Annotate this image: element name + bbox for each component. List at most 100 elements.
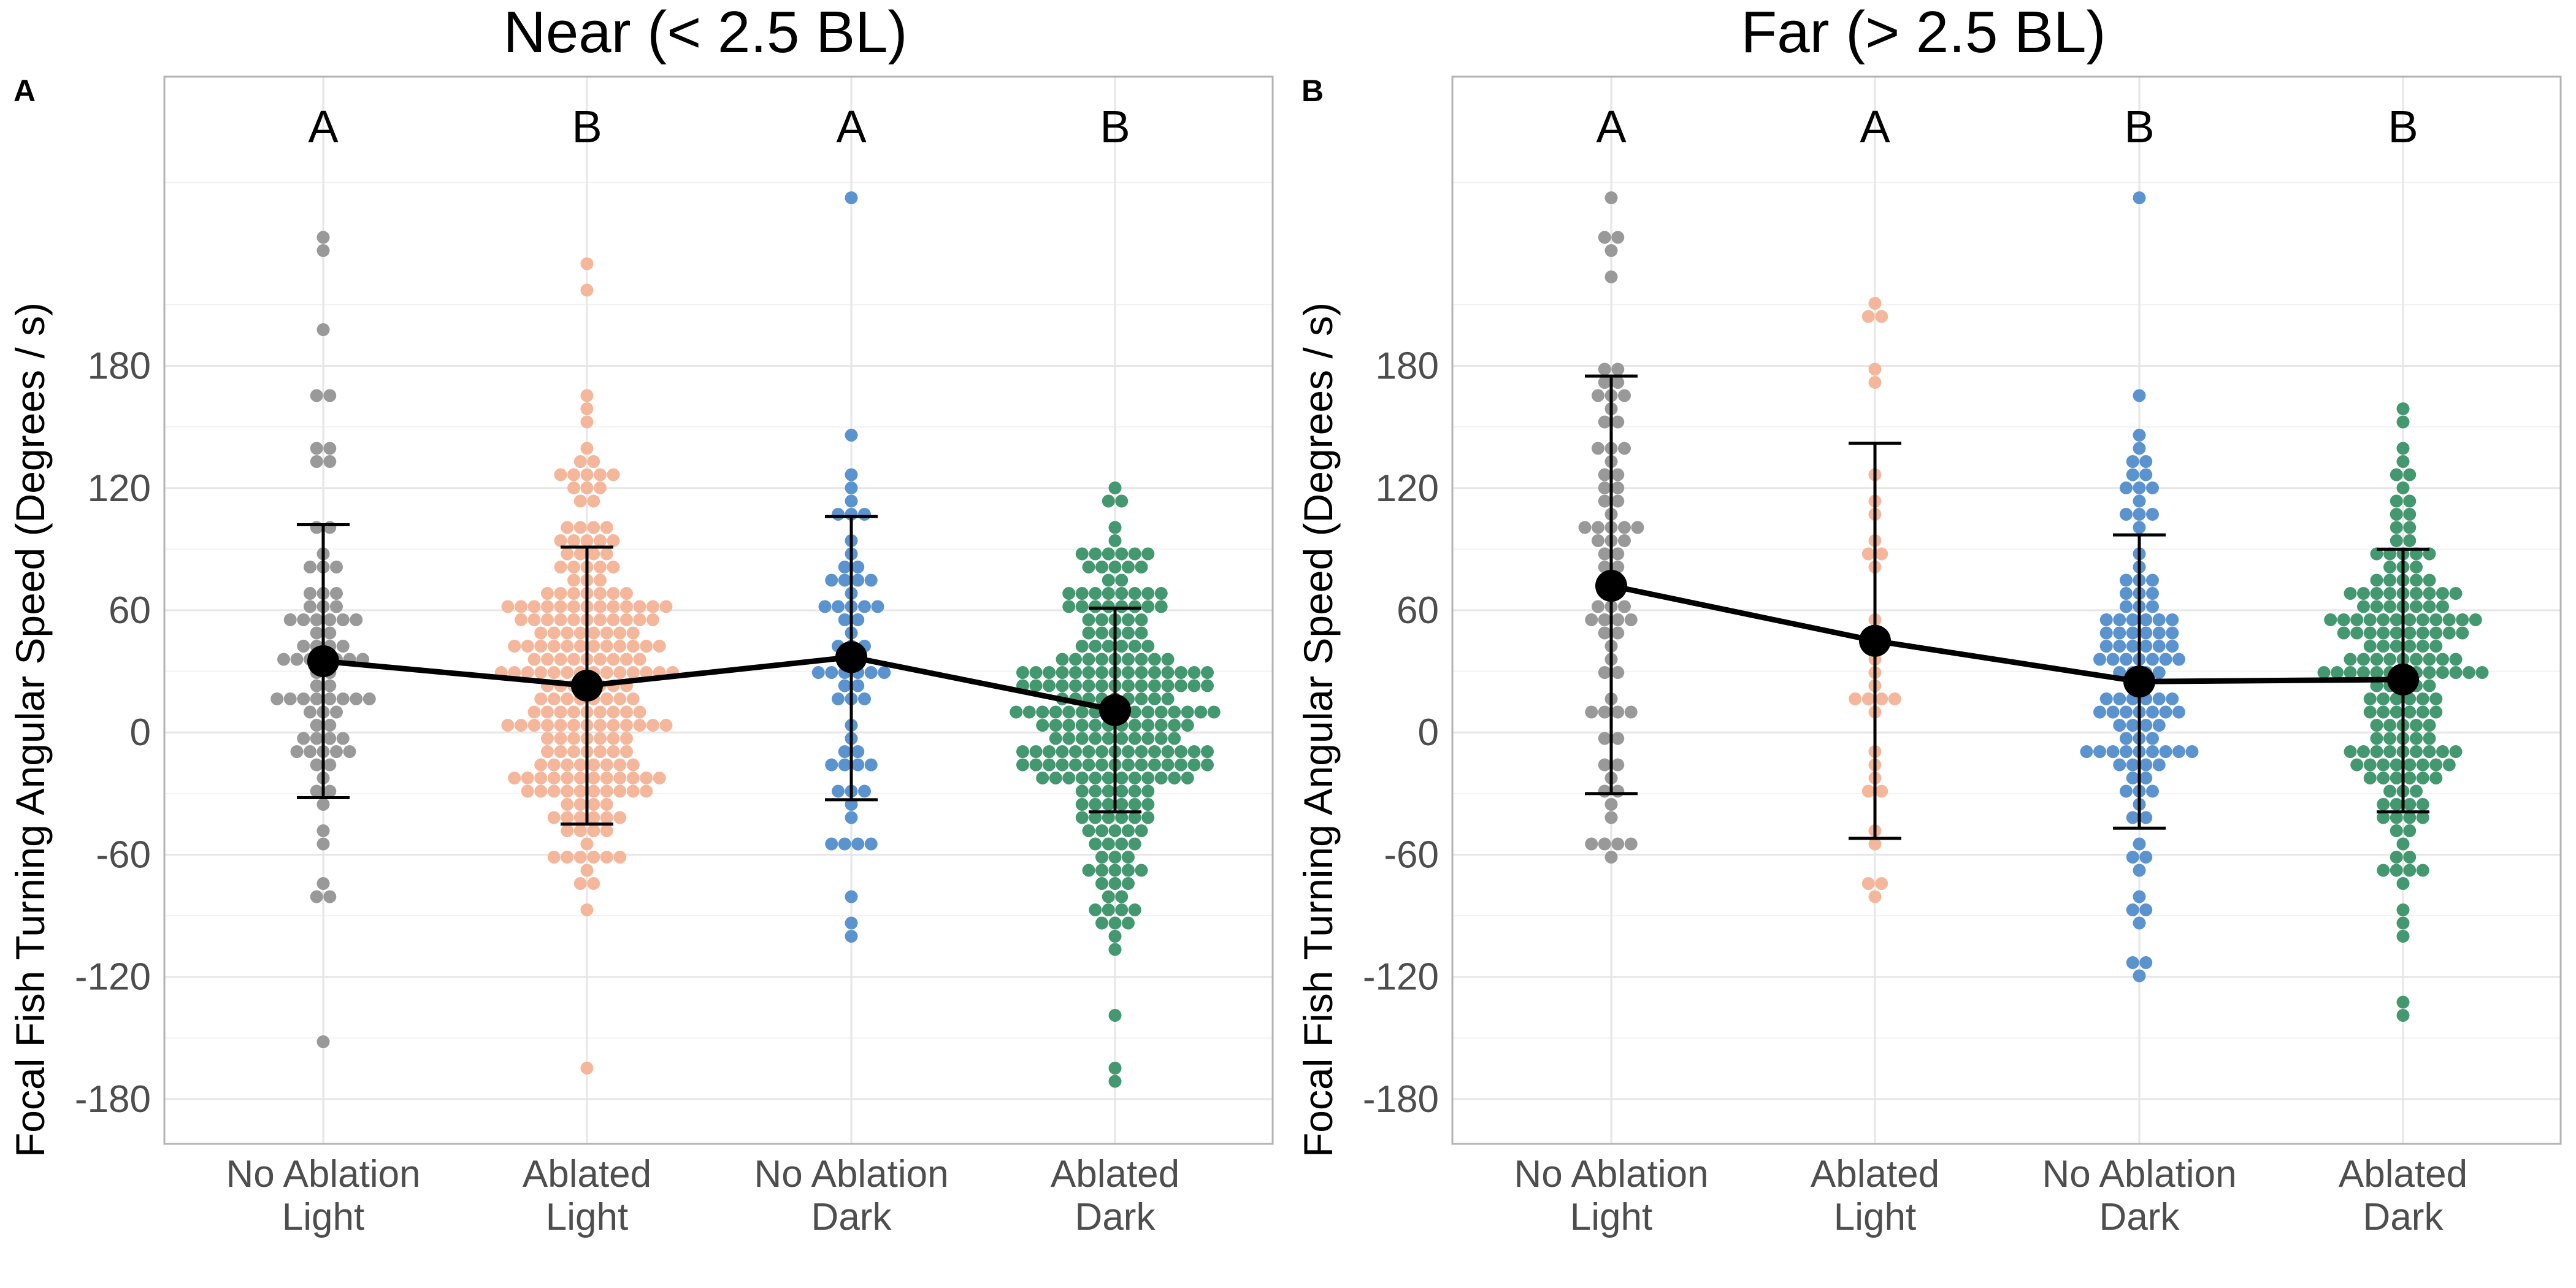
data-point bbox=[1062, 772, 1076, 784]
data-point bbox=[633, 613, 646, 626]
data-point bbox=[1618, 521, 1631, 534]
data-point bbox=[640, 640, 653, 653]
data-point bbox=[2146, 587, 2159, 600]
data-point bbox=[1875, 310, 1888, 323]
data-point bbox=[1624, 613, 1638, 626]
data-point bbox=[646, 719, 659, 732]
data-point bbox=[323, 521, 337, 534]
data-point bbox=[2166, 613, 2179, 626]
data-point bbox=[613, 666, 627, 679]
data-point bbox=[845, 811, 858, 824]
data-point bbox=[1115, 784, 1129, 798]
data-point bbox=[1089, 811, 1102, 824]
data-point bbox=[2120, 732, 2133, 745]
data-point bbox=[1598, 837, 1611, 851]
data-point bbox=[508, 772, 521, 784]
data-point bbox=[330, 561, 343, 573]
data-point bbox=[1115, 494, 1129, 508]
data-point bbox=[653, 772, 666, 784]
data-point bbox=[573, 758, 587, 772]
data-point bbox=[1043, 679, 1056, 692]
significance-letter: A bbox=[836, 101, 867, 152]
data-point bbox=[2429, 613, 2443, 626]
data-point bbox=[2146, 508, 2159, 521]
data-point bbox=[2390, 534, 2403, 547]
data-point bbox=[1611, 705, 1625, 719]
data-point bbox=[2436, 600, 2449, 613]
data-point bbox=[2120, 784, 2133, 798]
data-point bbox=[1161, 758, 1175, 772]
data-point bbox=[2403, 692, 2417, 705]
data-point bbox=[1095, 679, 1108, 692]
data-point bbox=[1135, 626, 1148, 640]
data-point bbox=[310, 442, 323, 455]
data-point bbox=[838, 679, 851, 692]
data-point bbox=[1154, 719, 1168, 732]
data-point bbox=[845, 429, 858, 442]
data-point bbox=[1201, 679, 1214, 692]
data-point bbox=[1102, 811, 1115, 824]
data-point bbox=[1102, 798, 1115, 811]
data-point bbox=[1102, 640, 1115, 653]
data-point bbox=[2120, 573, 2133, 587]
data-point bbox=[521, 666, 534, 679]
data-point bbox=[1141, 587, 1155, 600]
data-point bbox=[323, 692, 337, 705]
data-point bbox=[547, 772, 561, 784]
x-tick-label: Ablated bbox=[2339, 1153, 2467, 1195]
data-point bbox=[600, 626, 613, 640]
x-tick-label: Light bbox=[1834, 1196, 1916, 1238]
mean-line bbox=[1611, 583, 2404, 684]
data-point bbox=[600, 784, 613, 798]
data-point bbox=[277, 653, 290, 666]
data-point bbox=[310, 784, 323, 798]
y-tick-label: -180 bbox=[1363, 1078, 1439, 1121]
data-point bbox=[1049, 705, 1062, 719]
data-point bbox=[1868, 837, 1882, 851]
data-point bbox=[1075, 640, 1089, 653]
data-point bbox=[2396, 930, 2410, 943]
data-point bbox=[1095, 653, 1108, 666]
data-point bbox=[613, 772, 627, 784]
data-point bbox=[1115, 587, 1129, 600]
data-point bbox=[1089, 784, 1102, 798]
data-point bbox=[646, 613, 659, 626]
data-point bbox=[2331, 666, 2344, 679]
data-point bbox=[2370, 732, 2383, 745]
data-point bbox=[2383, 600, 2396, 613]
data-point bbox=[2390, 521, 2403, 534]
data-point bbox=[316, 798, 330, 811]
data-point bbox=[1095, 851, 1108, 864]
mean-marker bbox=[1859, 624, 1891, 657]
data-point bbox=[2350, 613, 2364, 626]
y-tick-label: -60 bbox=[1384, 834, 1439, 876]
data-point bbox=[1181, 772, 1194, 784]
data-point bbox=[864, 837, 878, 851]
data-point bbox=[640, 784, 653, 798]
data-point bbox=[336, 692, 350, 705]
error-bars bbox=[297, 515, 1141, 826]
data-point bbox=[2396, 402, 2410, 415]
data-point bbox=[633, 705, 646, 719]
data-point bbox=[2159, 705, 2172, 719]
data-point bbox=[310, 692, 323, 705]
data-point bbox=[1062, 587, 1076, 600]
data-point bbox=[2133, 969, 2146, 983]
data-point bbox=[316, 231, 330, 244]
data-point bbox=[600, 851, 613, 864]
data-point bbox=[832, 784, 845, 798]
data-point bbox=[2403, 811, 2417, 824]
data-point bbox=[541, 719, 554, 732]
data-point bbox=[2139, 811, 2153, 824]
data-point bbox=[580, 864, 594, 877]
data-point bbox=[2429, 692, 2443, 705]
data-point bbox=[336, 613, 350, 626]
data-point bbox=[1598, 468, 1611, 481]
data-point bbox=[832, 508, 845, 521]
data-point bbox=[1135, 864, 1148, 877]
data-point bbox=[838, 745, 851, 758]
data-point bbox=[1102, 494, 1115, 508]
data-point bbox=[1095, 666, 1108, 679]
data-point bbox=[323, 679, 337, 692]
